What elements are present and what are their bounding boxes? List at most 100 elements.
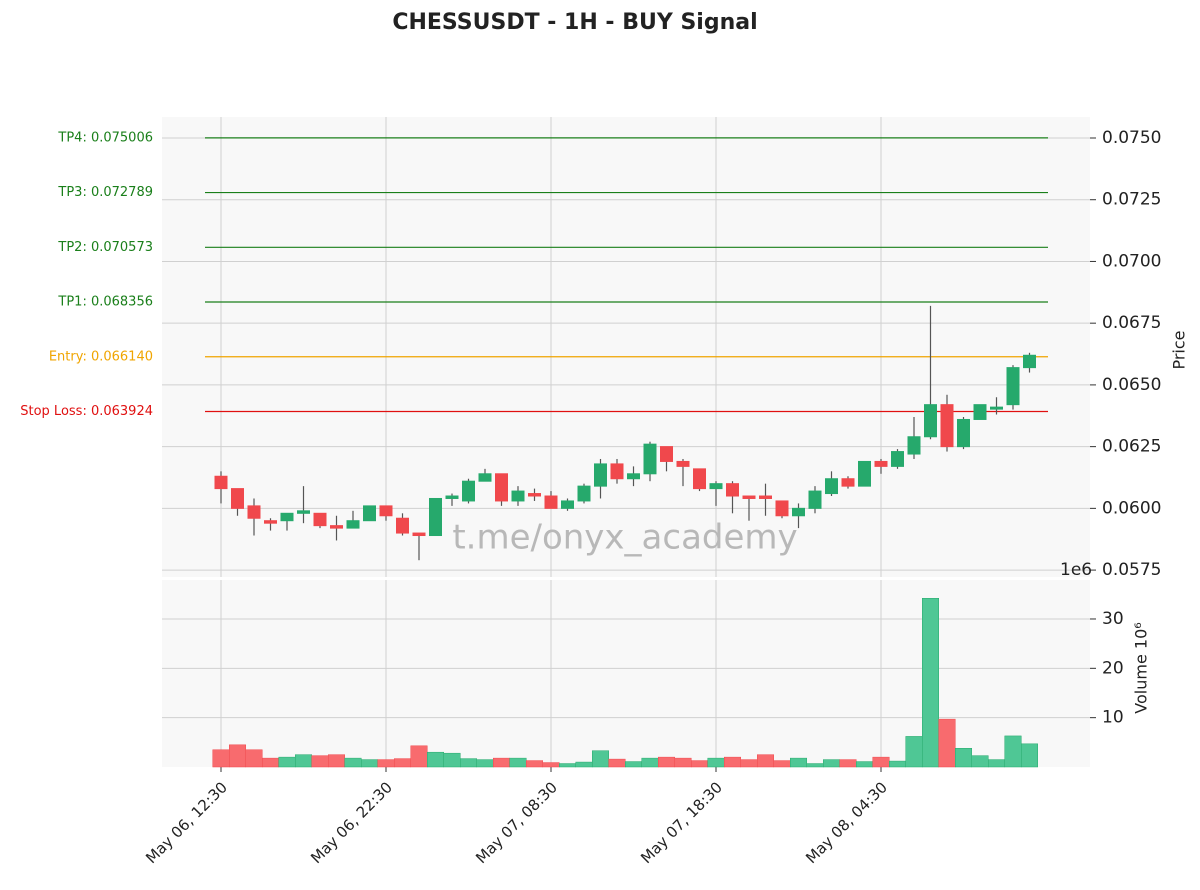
volume-bar (971, 755, 989, 768)
candle-body (462, 480, 475, 502)
volume-bar (476, 759, 494, 768)
volume-bar (790, 757, 807, 768)
volume-bar (674, 757, 692, 768)
y-tick-label: 0.0600 (1102, 498, 1161, 518)
y-tick-label: 30 (1102, 609, 1124, 629)
volume-bar (773, 760, 791, 768)
candle-body (346, 520, 360, 529)
candle-body (792, 507, 805, 517)
volume-bar (262, 757, 279, 768)
x-tick-label: May 06, 12:30 (142, 778, 231, 867)
volume-bar (691, 760, 708, 768)
y-tick-label: 0.0675 (1102, 313, 1161, 333)
candle-body (874, 460, 888, 467)
volume-offset: 1e6 (1060, 560, 1092, 580)
candle-body (660, 446, 673, 462)
volume-bar (493, 757, 510, 768)
candle-body (429, 497, 442, 537)
volume-bar (460, 758, 477, 768)
volume-bar (245, 749, 263, 768)
level-label: TP3: 0.072789 (57, 185, 153, 200)
y-tick-label: 0.0625 (1102, 437, 1161, 457)
candle-body (742, 495, 756, 499)
price-panel (162, 117, 1090, 577)
candle-body (825, 478, 838, 495)
candle-body (396, 517, 409, 534)
x-tick-label: May 07, 18:30 (637, 778, 726, 867)
volume-bar (592, 750, 609, 768)
candle-body (313, 512, 327, 527)
candle-body (363, 505, 376, 522)
watermark: t.me/onyx_academy (452, 518, 797, 558)
candle-body (280, 512, 294, 522)
volume-bar (905, 736, 923, 768)
candle-body (627, 473, 640, 480)
y-tick-label: 20 (1102, 658, 1124, 678)
y-tick-label: 10 (1102, 708, 1124, 728)
y-tick-label: 0.0650 (1102, 375, 1161, 395)
candle-body (957, 418, 970, 448)
volume-bar (443, 752, 461, 768)
candle-body (808, 490, 822, 509)
volume-bar (856, 761, 873, 768)
volume-bar (542, 762, 560, 768)
volume-bar (575, 761, 593, 768)
x-tick-label: May 06, 22:30 (307, 778, 396, 867)
candle-body (693, 468, 706, 490)
volume-bar (740, 759, 758, 768)
candle-body (330, 525, 343, 529)
volume-bar (278, 756, 296, 768)
candle-body (610, 463, 624, 480)
volume-bar (1021, 743, 1038, 768)
volume-bar (608, 758, 626, 768)
volume-bar (509, 757, 527, 768)
candle-body (214, 475, 228, 490)
candle-body (577, 485, 591, 502)
candle-body (511, 490, 525, 502)
candle-body (907, 436, 921, 455)
volume-bar (922, 598, 939, 768)
candle-body (990, 406, 1003, 410)
chart-title: CHESSUSDT - 1H - BUY Signal (392, 10, 757, 35)
candle-body (1023, 354, 1036, 369)
volume-bar (938, 718, 956, 768)
volume-bar (1004, 735, 1022, 768)
volume-bar (311, 755, 329, 768)
volume-bar (559, 763, 576, 768)
candle-body (891, 451, 904, 467)
candle-body (264, 520, 277, 524)
volume-bar (806, 763, 824, 768)
y-axis-label: Price (1170, 330, 1189, 369)
volume-bar (872, 756, 890, 768)
candle-body (924, 404, 937, 438)
volume-bar (295, 754, 312, 768)
candle-body (247, 505, 261, 519)
candle-body (973, 404, 987, 420)
volume-bar (625, 761, 642, 768)
candle-body (940, 404, 954, 448)
candle-body (412, 532, 426, 537)
level-label: TP4: 0.075006 (57, 130, 153, 145)
volume-bar (427, 751, 444, 768)
candle-body (726, 483, 739, 497)
candle-body (594, 463, 607, 487)
candle-body (643, 443, 657, 475)
volume-bar (344, 757, 362, 768)
volume-bar (229, 744, 246, 768)
volume-bar (707, 757, 725, 768)
candle-body (561, 500, 574, 509)
candle-body (858, 460, 871, 487)
volume-bar (658, 756, 675, 768)
candle-body (1006, 367, 1020, 406)
volume-bar (955, 748, 972, 768)
candle-body (528, 493, 541, 497)
level-label: Entry: 0.066140 (49, 349, 153, 364)
level-label: TP2: 0.070573 (57, 240, 153, 255)
volume-bar (823, 759, 840, 768)
volume-bar (328, 754, 345, 768)
candle-body (445, 495, 459, 499)
volume-bar (757, 754, 774, 768)
volume-bar (526, 760, 543, 768)
candle-body (379, 505, 393, 517)
